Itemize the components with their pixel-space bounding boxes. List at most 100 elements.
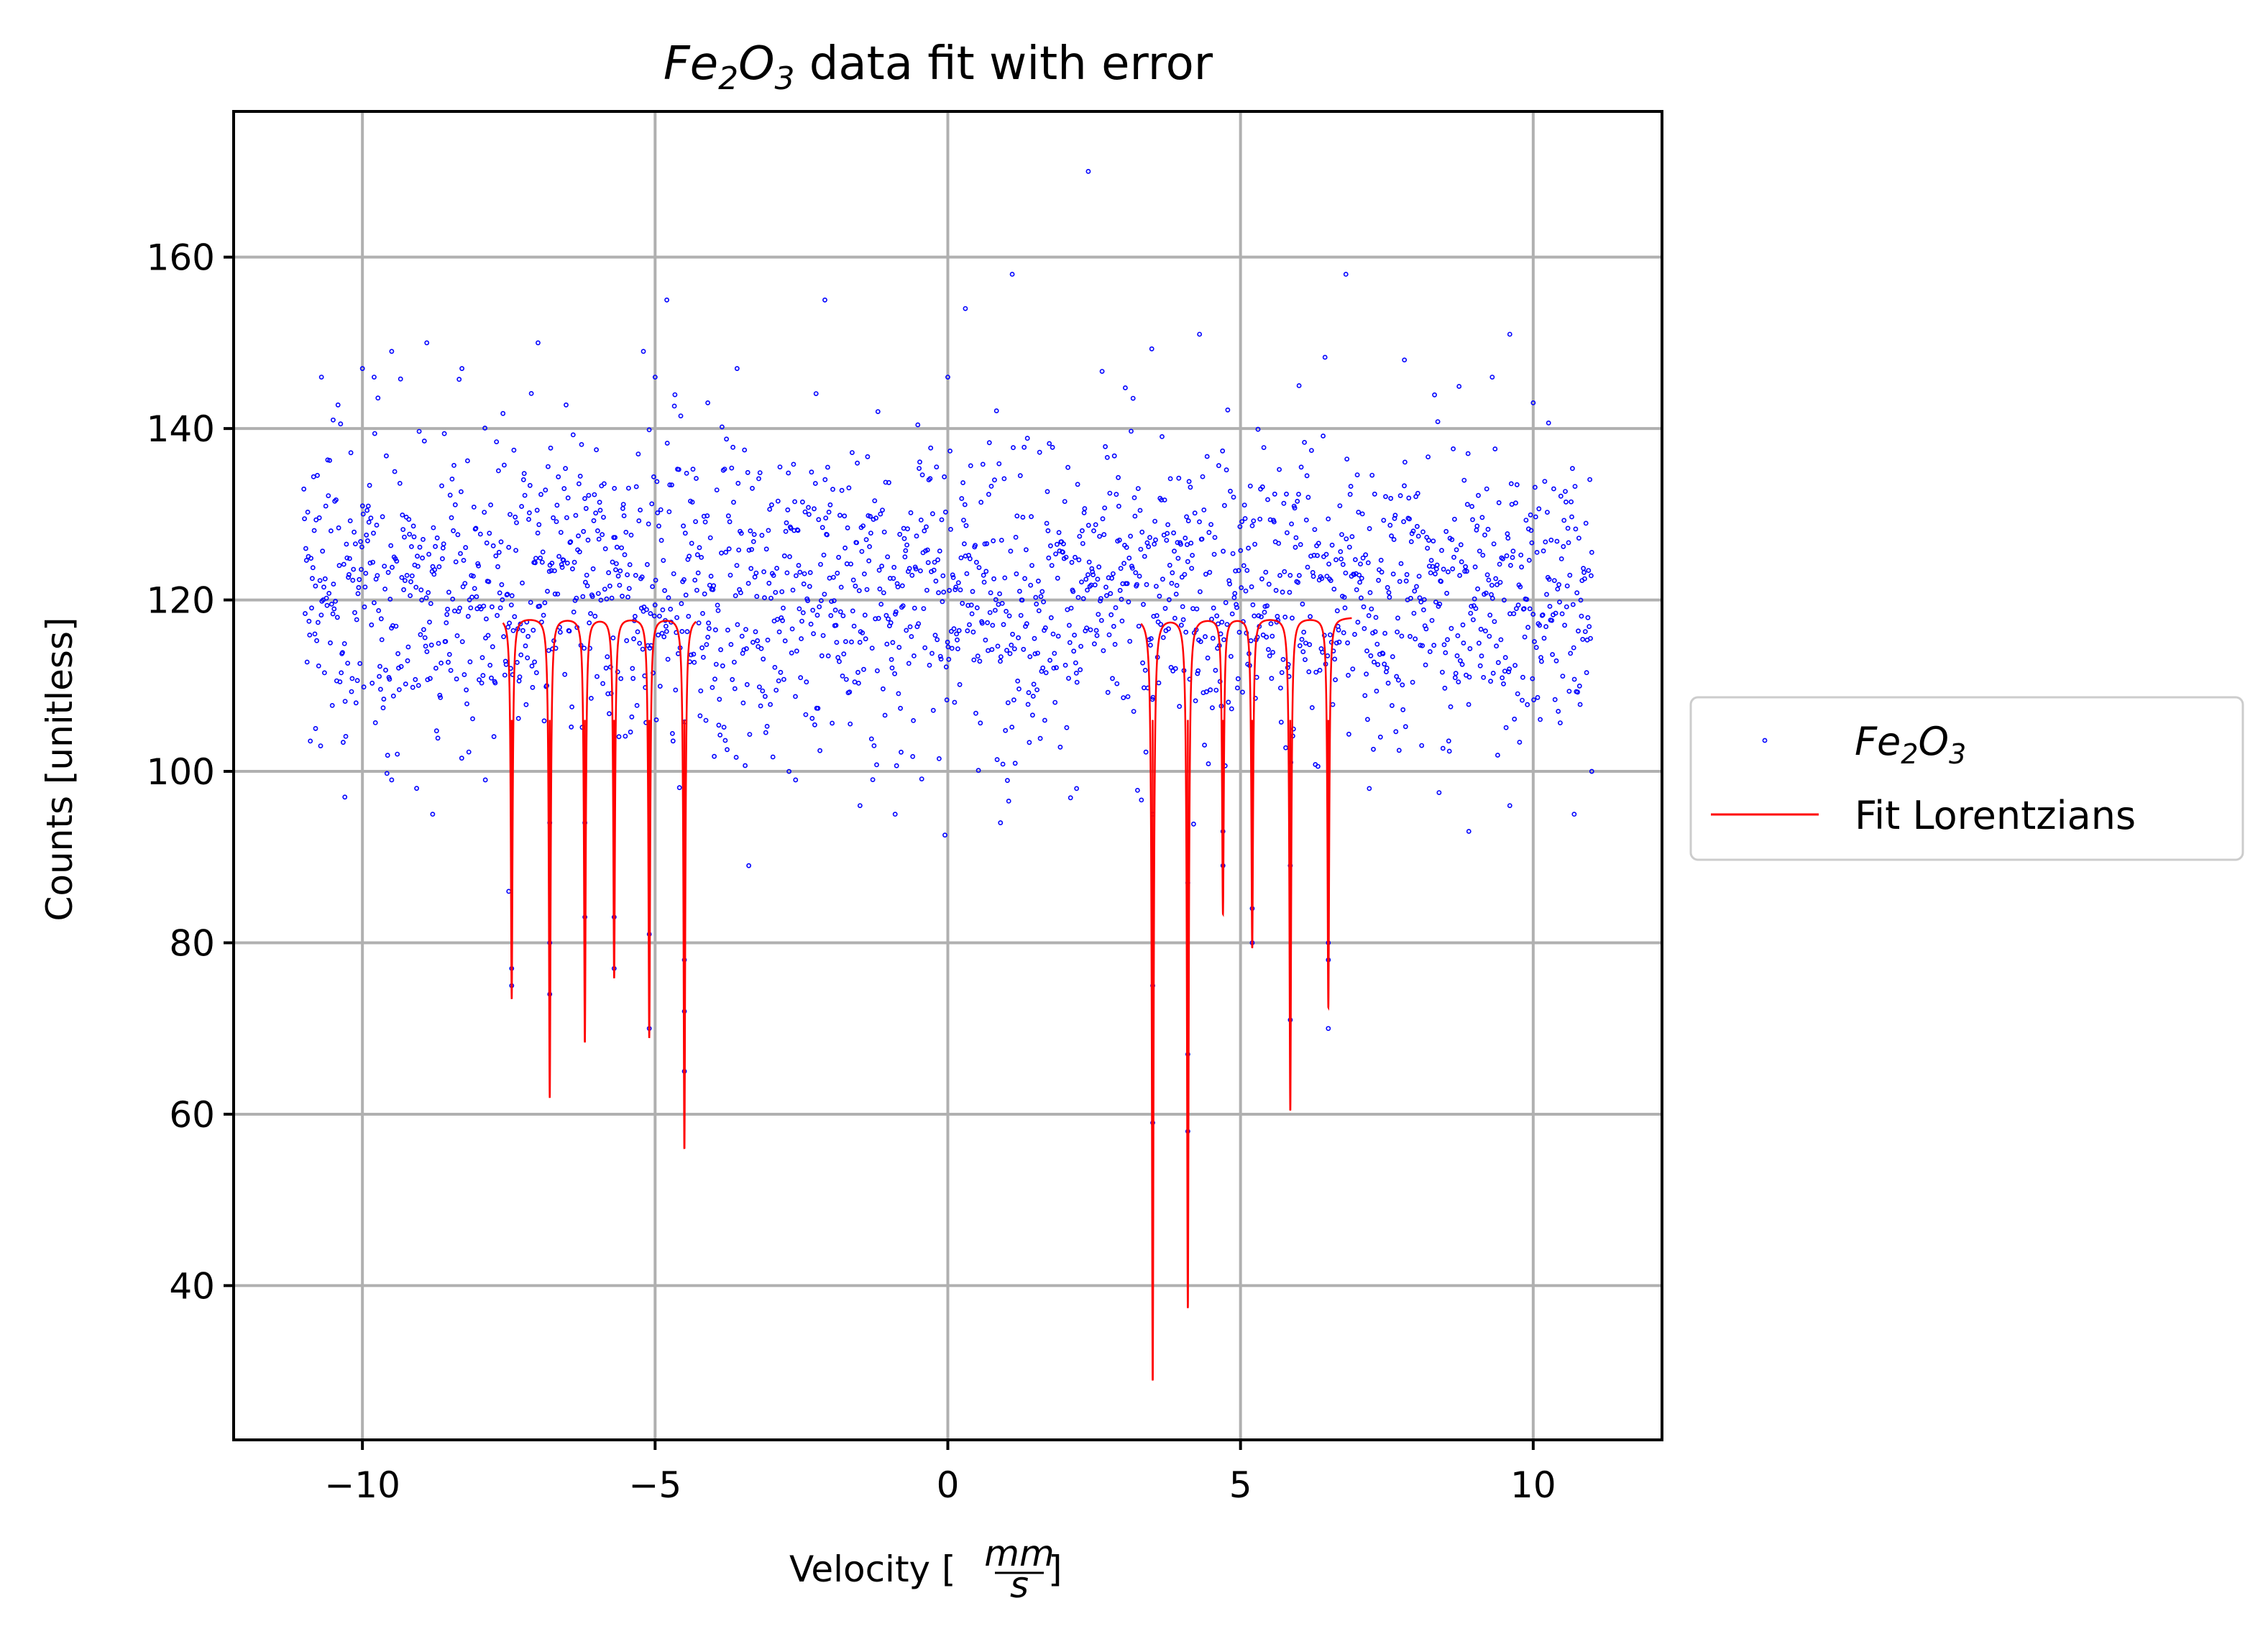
data-point [318,612,324,618]
data-point [617,568,623,574]
data-point [765,638,771,643]
data-point [1001,622,1006,628]
data-point [1045,528,1051,533]
data-point [664,623,669,629]
data-point [1474,523,1480,529]
data-point [465,458,470,464]
data-point [1547,604,1553,609]
data-point [1137,574,1142,579]
data-point [1454,653,1460,658]
data-point [1056,530,1062,536]
data-point [968,602,974,608]
data-point [1556,709,1561,714]
data-point [730,676,735,682]
data-point [812,722,817,727]
title-part: Fe [664,37,718,91]
data-point [989,647,995,652]
data-point [1005,700,1011,705]
data-point [452,608,457,614]
data-point [419,597,425,603]
data-point [725,513,731,519]
data-point [977,658,983,664]
data-point [346,574,351,580]
data-point [1344,456,1350,462]
data-point [785,507,791,513]
data-point [529,664,535,669]
data-point [312,631,318,637]
data-point [1183,630,1189,635]
data-point [803,712,809,717]
data-point [367,560,373,566]
data-point [1278,685,1283,691]
data-point [1138,546,1144,552]
data-point [1027,740,1032,745]
data-point [539,559,545,565]
data-point [1054,665,1059,671]
data-point [864,587,870,592]
data-point [589,696,594,701]
data-point [437,692,443,698]
data-point [930,511,935,517]
data-point [316,515,322,520]
data-point [1225,407,1231,413]
data-point [1337,503,1343,508]
data-point [1416,574,1422,579]
data-point [658,507,664,513]
data-point [665,656,671,662]
data-point [652,375,658,380]
data-point [1136,623,1142,629]
data-point [771,573,776,578]
data-point [1389,533,1394,538]
data-point [651,474,656,479]
data-point [869,646,875,651]
data-point [738,590,743,595]
data-point [1428,570,1433,576]
data-point [1496,500,1502,505]
data-point [1552,697,1558,702]
data-point [432,567,438,572]
data-point [1039,589,1045,594]
data-point [653,577,658,583]
data-point [825,532,830,538]
data-point [486,579,492,584]
data-point [1198,589,1203,594]
data-point [862,571,867,577]
data-point [961,518,966,523]
data-point [931,567,937,573]
data-point [641,349,646,354]
data-point [633,573,638,578]
data-point [826,510,832,515]
data-point [886,616,891,622]
data-point [393,623,399,629]
data-point [554,502,560,508]
data-point [333,599,338,604]
data-point [945,644,951,650]
data-point [1266,582,1272,587]
data-point [877,586,883,592]
data-point [1489,582,1495,588]
data-point [1073,671,1079,676]
data-point [1484,572,1490,577]
data-point [509,593,515,599]
data-point [628,729,633,735]
data-point [1364,648,1369,653]
data-point [342,699,348,704]
data-point [1549,618,1555,623]
data-point [820,633,826,638]
data-point [1333,557,1339,563]
data-point [1583,520,1589,526]
data-point [1190,553,1195,558]
data-point [1524,597,1530,602]
data-point [1126,555,1132,561]
x-label-suffix: ] [1048,1548,1062,1590]
data-point [1408,633,1413,639]
data-point [819,525,825,531]
data-point [1101,648,1106,653]
data-point [508,602,514,607]
data-point [905,526,910,532]
data-point [850,450,855,455]
data-point [1297,573,1302,578]
data-point [773,589,779,595]
data-point [340,740,346,745]
data-point [1571,676,1577,682]
